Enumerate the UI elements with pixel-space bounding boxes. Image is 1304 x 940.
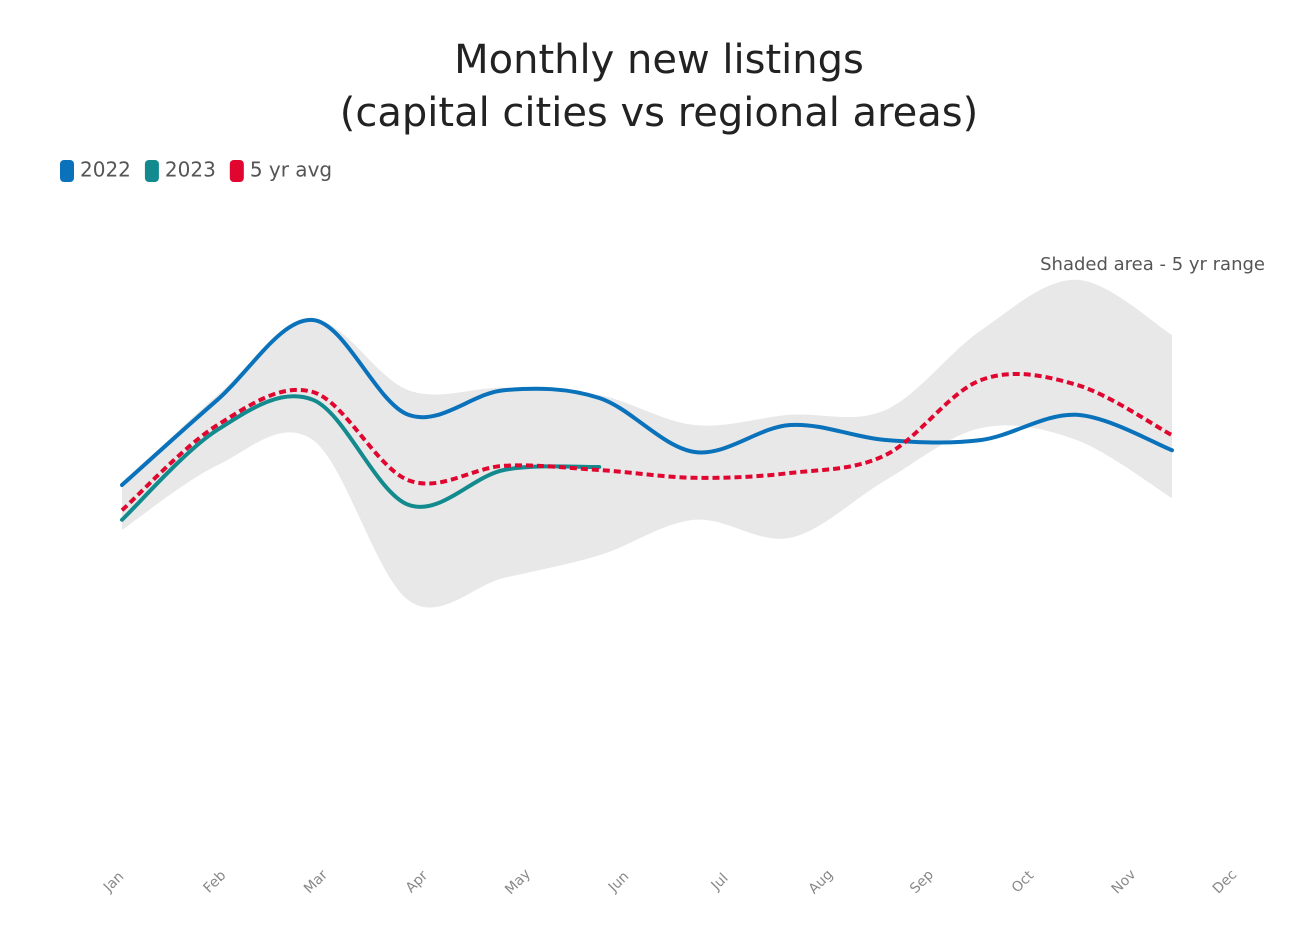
x-tick-label: Jan [100, 869, 127, 896]
legend-swatch [60, 160, 74, 182]
x-tick-label: May [502, 866, 534, 898]
x-tick-label: Jun [605, 869, 632, 896]
x-tick-label: Jul [708, 870, 732, 894]
x-tick-label: Apr [403, 868, 432, 897]
x-tick-label: Aug [806, 867, 837, 898]
line-series [120, 371, 1173, 512]
legend-swatch [144, 160, 159, 182]
range-area [122, 279, 1172, 608]
chart-title: Monthly new listings [454, 37, 864, 83]
x-tick-label: Oct [1009, 867, 1038, 896]
x-tick-label: Nov [1109, 867, 1140, 898]
annotation: Shaded area - 5 yr range [1040, 254, 1265, 275]
x-tick-label: Feb [201, 868, 230, 897]
x-tick-label: Mar [301, 867, 331, 897]
legend-swatch [229, 160, 244, 182]
legend-label: 5 yr avg [250, 158, 332, 182]
chart-title: (capital cities vs regional areas) [340, 90, 978, 136]
line-series [120, 317, 1174, 487]
legend-label: 2023 [165, 158, 216, 182]
line-series [120, 394, 602, 522]
legend-label: 2022 [80, 158, 131, 182]
x-tick-label: Dec [1210, 867, 1240, 897]
x-tick-label: Sep [907, 867, 937, 897]
